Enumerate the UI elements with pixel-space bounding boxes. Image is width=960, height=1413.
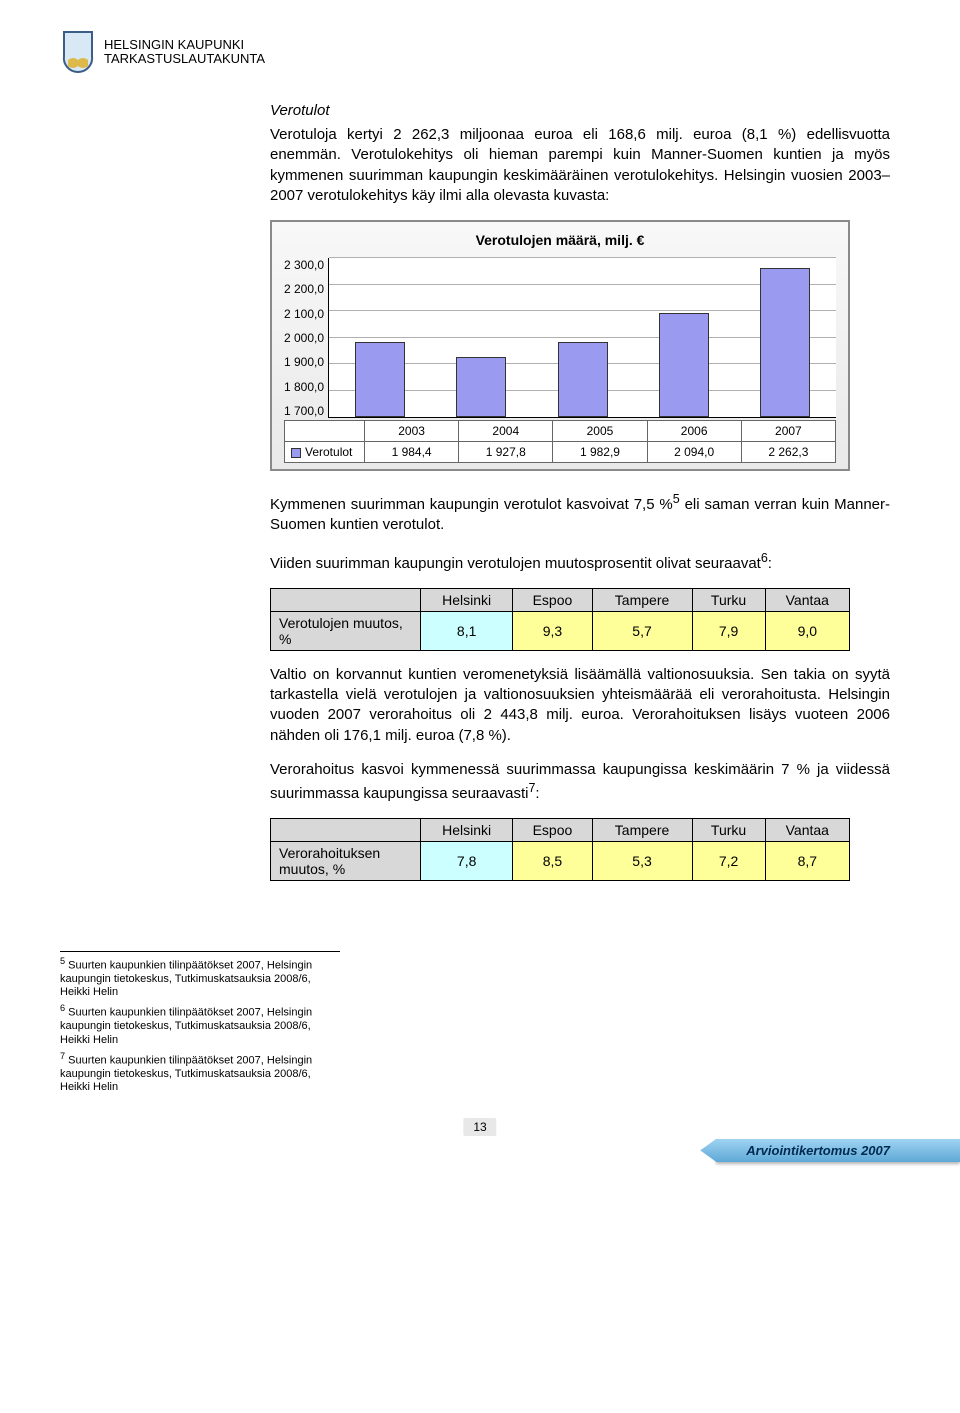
- footnote-6: 6 Suurten kaupunkien tilinpäätökset 2007…: [60, 1003, 340, 1046]
- chart-table-corner: [285, 421, 365, 442]
- chart-plot: [328, 258, 836, 418]
- chart-col: 2003: [365, 421, 459, 442]
- footnote-ref-5: 5: [673, 492, 680, 506]
- col: Turku: [692, 588, 765, 611]
- cell-turku: 7,9: [692, 611, 765, 650]
- cell-vantaa: 9,0: [765, 611, 849, 650]
- city-crest-icon: [60, 30, 96, 74]
- org-line1: HELSINGIN KAUPUNKI: [104, 38, 265, 52]
- col: Vantaa: [765, 588, 849, 611]
- footnote-text: Suurten kaupunkien tilinpäätökset 2007, …: [60, 1007, 312, 1045]
- table-row: Verotulojen muutos, % 8,1 9,3 5,7 7,9 9,…: [271, 611, 850, 650]
- ytick: 1 900,0: [284, 355, 324, 369]
- cell-helsinki: 7,8: [421, 842, 513, 881]
- cell-espoo: 9,3: [513, 611, 592, 650]
- content: Verotulot Verotuloja kertyi 2 262,3 milj…: [60, 102, 900, 881]
- page-header: HELSINGIN KAUPUNKI TARKASTUSLAUTAKUNTA: [60, 30, 900, 74]
- footer-banner: Arviointikertomus 2007: [716, 1139, 960, 1162]
- paragraph-4: Valtio on korvannut kuntien veromenetyks…: [270, 665, 890, 746]
- chart-y-axis: 2 300,0 2 200,0 2 100,0 2 000,0 1 900,0 …: [284, 258, 328, 418]
- chart-table-header-row: 2003 2004 2005 2006 2007: [285, 421, 836, 442]
- col: Espoo: [513, 819, 592, 842]
- cell-espoo: 8,5: [513, 842, 592, 881]
- chart-table-data-row: Verotulot 1 984,4 1 927,8 1 982,9 2 094,…: [285, 442, 836, 463]
- chart-val: 2 262,3: [741, 442, 835, 463]
- footnotes: 5 Suurten kaupunkien tilinpäätökset 2007…: [60, 951, 340, 1094]
- col: Helsinki: [421, 819, 513, 842]
- chart-val: 1 982,9: [553, 442, 647, 463]
- ytick: 2 300,0: [284, 258, 324, 272]
- org-line2: TARKASTUSLAUTAKUNTA: [104, 52, 265, 66]
- col: Espoo: [513, 588, 592, 611]
- table-header-row: Helsinki Espoo Tampere Turku Vantaa: [271, 588, 850, 611]
- chart-series-label-text: Verotulot: [305, 445, 352, 459]
- city-table-1: Helsinki Espoo Tampere Turku Vantaa Vero…: [270, 588, 850, 651]
- footnote-text: Suurten kaupunkien tilinpäätökset 2007, …: [60, 1054, 312, 1092]
- chart-val: 2 094,0: [647, 442, 741, 463]
- chart-col: 2007: [741, 421, 835, 442]
- col: Tampere: [592, 819, 692, 842]
- col: Helsinki: [421, 588, 513, 611]
- chart-col: 2005: [553, 421, 647, 442]
- ytick: 1 700,0: [284, 404, 324, 418]
- row-label: Verorahoituksen muutos, %: [271, 842, 421, 881]
- chart-bars: [329, 258, 836, 417]
- city-table-2: Helsinki Espoo Tampere Turku Vantaa Vero…: [270, 818, 850, 881]
- col: Vantaa: [765, 819, 849, 842]
- chart-col: 2006: [647, 421, 741, 442]
- chart-panel: Verotulojen määrä, milj. € 2 300,0 2 200…: [270, 220, 850, 471]
- ytick: 2 000,0: [284, 331, 324, 345]
- page-number: 13: [463, 1118, 496, 1136]
- cell-tampere: 5,7: [592, 611, 692, 650]
- page: HELSINGIN KAUPUNKI TARKASTUSLAUTAKUNTA V…: [0, 0, 960, 1178]
- page-footer: 13 Arviointikertomus 2007: [60, 1118, 900, 1158]
- chart-series-label: Verotulot: [285, 442, 365, 463]
- col: Turku: [692, 819, 765, 842]
- table-corner: [271, 588, 421, 611]
- footnote-5: 5 Suurten kaupunkien tilinpäätökset 2007…: [60, 956, 340, 999]
- chart-col: 2004: [459, 421, 553, 442]
- col: Tampere: [592, 588, 692, 611]
- table-row: Verorahoituksen muutos, % 7,8 8,5 5,3 7,…: [271, 842, 850, 881]
- table-corner: [271, 819, 421, 842]
- cell-vantaa: 8,7: [765, 842, 849, 881]
- legend-swatch-icon: [291, 448, 301, 458]
- chart-title: Verotulojen määrä, milj. €: [284, 232, 836, 248]
- footnote-text: Suurten kaupunkien tilinpäätökset 2007, …: [60, 960, 312, 998]
- para2-pre: Kymmenen suurimman kaupungin verotulot k…: [270, 496, 673, 513]
- footnote-7: 7 Suurten kaupunkien tilinpäätökset 2007…: [60, 1051, 340, 1094]
- header-org: HELSINGIN KAUPUNKI TARKASTUSLAUTAKUNTA: [104, 38, 265, 67]
- cell-tampere: 5,3: [592, 842, 692, 881]
- paragraph-5: Verorahoitus kasvoi kymmenessä suurimmas…: [270, 760, 890, 805]
- chart-data-table: 2003 2004 2005 2006 2007 Verotulot 1 984…: [284, 420, 836, 463]
- ytick: 2 100,0: [284, 307, 324, 321]
- paragraph-2: Kymmenen suurimman kaupungin verotulot k…: [270, 491, 890, 536]
- section-title: Verotulot: [270, 102, 890, 119]
- para5-pre: Verorahoitus kasvoi kymmenessä suurimmas…: [270, 761, 890, 802]
- table-header-row: Helsinki Espoo Tampere Turku Vantaa: [271, 819, 850, 842]
- cell-turku: 7,2: [692, 842, 765, 881]
- chart-bar: [558, 342, 608, 417]
- cell-helsinki: 8,1: [421, 611, 513, 650]
- chart-bar: [456, 357, 506, 417]
- chart-val: 1 927,8: [459, 442, 553, 463]
- paragraph-3: Viiden suurimman kaupungin verotulojen m…: [270, 550, 890, 574]
- footnote-ref-6: 6: [761, 551, 768, 565]
- chart-bar: [659, 313, 709, 417]
- chart-bar: [355, 342, 405, 417]
- para3-pre: Viiden suurimman kaupungin verotulojen m…: [270, 555, 761, 572]
- paragraph-1: Verotuloja kertyi 2 262,3 miljoonaa euro…: [270, 125, 890, 206]
- chart-bar: [760, 268, 810, 417]
- ytick: 2 200,0: [284, 282, 324, 296]
- chart-val: 1 984,4: [365, 442, 459, 463]
- chart-body: 2 300,0 2 200,0 2 100,0 2 000,0 1 900,0 …: [284, 258, 836, 418]
- para5-post: :: [535, 785, 539, 802]
- row-label: Verotulojen muutos, %: [271, 611, 421, 650]
- ytick: 1 800,0: [284, 380, 324, 394]
- para3-post: :: [768, 555, 772, 572]
